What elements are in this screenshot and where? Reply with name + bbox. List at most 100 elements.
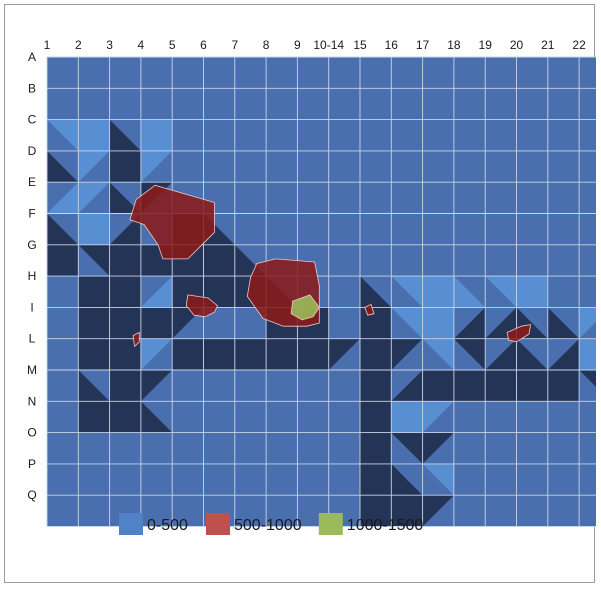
heatmap-cell	[266, 495, 298, 527]
shade-dark	[109, 338, 141, 370]
row-label: D	[28, 144, 37, 158]
heatmap-cell	[297, 150, 329, 183]
shade-dark	[109, 307, 141, 339]
heatmap-cell	[140, 463, 173, 496]
shade-dark	[47, 213, 79, 245]
heatmap-cell	[516, 88, 548, 120]
hotspot-area-500-1000	[129, 184, 215, 260]
column-label: 1	[44, 38, 51, 52]
legend-swatch	[206, 513, 230, 535]
heatmap-cell	[172, 88, 204, 120]
heatmap-cell	[234, 432, 267, 464]
column-label: 21	[541, 38, 555, 52]
heatmap-cell	[453, 182, 486, 214]
heatmap-cell	[47, 57, 79, 89]
heatmap-cell	[266, 150, 298, 183]
heatmap-cell	[203, 57, 235, 89]
heatmap-cell	[422, 57, 454, 89]
heatmap-cell	[266, 401, 298, 433]
heatmap-cell	[360, 88, 392, 120]
heatmap-cell	[579, 463, 601, 496]
heatmap-cell	[579, 244, 601, 277]
heatmap-cell	[422, 182, 454, 214]
heatmap-cell	[328, 276, 360, 308]
heatmap-cell	[453, 88, 486, 120]
heatmap-cell	[328, 119, 360, 151]
shade-light	[47, 119, 79, 151]
shade-dark	[78, 401, 110, 433]
heatmap-cell	[266, 463, 298, 496]
heatmap-cell	[485, 463, 517, 496]
heatmap-cell	[516, 463, 548, 496]
heatmap-cell	[579, 495, 601, 527]
shade-light	[422, 401, 454, 433]
heatmap-cell	[172, 370, 204, 402]
heatmap-cell	[453, 57, 486, 89]
heatmap-grid	[46, 56, 601, 527]
heatmap-cell	[547, 244, 580, 277]
hotspot-area-500-1000	[185, 294, 219, 318]
shade-dark	[547, 370, 580, 402]
heatmap-cell	[234, 213, 267, 245]
shade-dark	[516, 370, 548, 402]
heatmap-cell	[516, 150, 548, 183]
heatmap-cell	[234, 57, 267, 89]
heatmap-cell	[234, 463, 267, 496]
shade-dark	[234, 338, 267, 370]
heatmap-cell	[516, 401, 548, 433]
heatmap-cell	[422, 213, 454, 245]
heatmap-cell	[516, 244, 548, 277]
legend-label: 1000-1500	[347, 517, 424, 534]
heatmap-cell	[453, 495, 486, 527]
heatmap-cell	[360, 150, 392, 183]
heatmap-cell	[516, 432, 548, 464]
shade-dark	[360, 370, 392, 402]
legend-swatch	[119, 513, 143, 535]
shade-dark	[391, 463, 423, 496]
heatmap-cell	[579, 276, 601, 308]
shade-dark	[109, 244, 141, 277]
heatmap-cell	[297, 401, 329, 433]
heatmap-cell	[391, 182, 423, 214]
shade-dark	[422, 370, 454, 402]
column-label: 6	[200, 38, 207, 52]
shade-dark	[140, 307, 173, 339]
heatmap-cell	[453, 150, 486, 183]
heatmap-cell	[579, 57, 601, 89]
shade-dark	[391, 338, 423, 370]
heatmap-cell	[422, 88, 454, 120]
column-label: 5	[169, 38, 176, 52]
heatmap-cell	[234, 88, 267, 120]
heatmap-cell	[516, 182, 548, 214]
heatmap-cell	[453, 432, 486, 464]
column-label: 19	[479, 38, 493, 52]
column-label: 16	[385, 38, 399, 52]
heatmap-cell	[547, 119, 580, 151]
row-label: G	[27, 238, 36, 252]
row-label: B	[28, 81, 36, 95]
heatmap-cell	[297, 119, 329, 151]
heatmap-cell	[453, 244, 486, 277]
shade-light	[391, 307, 423, 339]
shade-dark	[47, 244, 79, 277]
row-label: I	[30, 300, 33, 314]
heatmap-cell	[485, 182, 517, 214]
row-label: P	[28, 457, 36, 471]
column-label: 18	[447, 38, 461, 52]
shade-dark	[547, 338, 580, 370]
heatmap-cell	[328, 57, 360, 89]
heatmap-chart: 1 2 3 4 5 6 7 8 9 10-14 15 16 17 18 19 20 21 22 A B C D E F G H I…	[27, 38, 601, 535]
heatmap-cell	[391, 88, 423, 120]
heatmap-cell	[422, 119, 454, 151]
column-label: 17	[416, 38, 430, 52]
heatmap-cell	[234, 182, 267, 214]
heatmap-cell	[234, 119, 267, 151]
shade-dark	[579, 370, 601, 392]
heatmap-cell	[140, 495, 173, 527]
heatmap-cell	[78, 57, 110, 89]
row-label: N	[28, 394, 37, 408]
shade-light	[579, 307, 601, 339]
shade-light	[422, 338, 454, 370]
heatmap-cell	[203, 463, 235, 496]
heatmap-cell	[203, 150, 235, 183]
